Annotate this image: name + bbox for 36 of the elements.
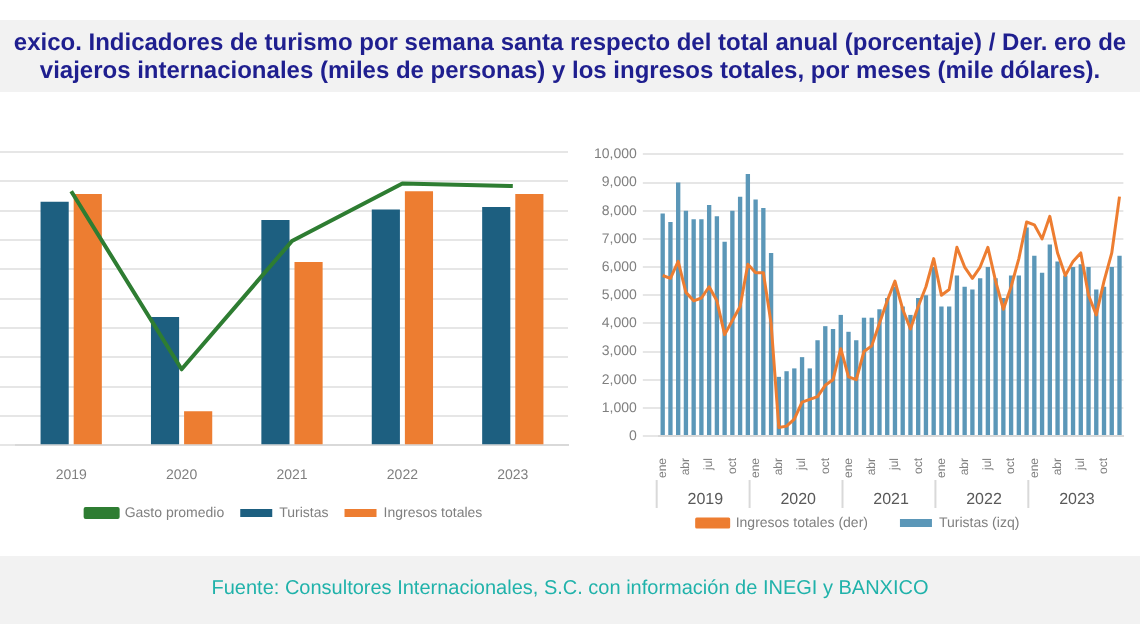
text: 2023	[1059, 490, 1096, 509]
bar	[954, 275, 960, 435]
bar	[706, 205, 712, 435]
bar	[1117, 255, 1122, 435]
bar	[294, 261, 323, 445]
bar	[40, 201, 69, 445]
bar	[761, 207, 766, 435]
source-note: Fuente: Consultores Internacionales, S.C. con información de INEGI y BANXICO	[0, 556, 1140, 624]
bar	[1101, 286, 1107, 435]
chart-title: exico. Indicadores de turismo por semana santa respecto del total anual (porcentaje) / Der. ero de viajeros internacionales (miles de personas) y los ingresos totales, por meses (mile dólares).	[0, 20, 1140, 92]
text: 2019	[687, 490, 725, 509]
bar	[404, 191, 434, 445]
bar	[977, 278, 983, 435]
bar	[371, 209, 400, 445]
bar	[923, 295, 929, 435]
bar	[660, 213, 665, 435]
bar	[261, 220, 290, 445]
bar	[1070, 267, 1076, 435]
text: 2022	[966, 490, 1003, 509]
bar	[784, 371, 789, 435]
bar	[1024, 227, 1029, 435]
bar	[1086, 267, 1091, 435]
text: 2020	[780, 490, 818, 509]
bar	[150, 316, 180, 445]
bar	[73, 193, 102, 445]
bar	[1078, 264, 1083, 435]
bar	[947, 306, 952, 435]
text: 2021	[873, 490, 910, 509]
bar	[691, 219, 696, 435]
bar	[515, 193, 544, 445]
bar	[184, 411, 213, 445]
bar	[985, 267, 991, 435]
bar	[482, 206, 511, 445]
bar	[892, 286, 898, 435]
bar	[931, 267, 936, 435]
bar	[1047, 244, 1052, 435]
